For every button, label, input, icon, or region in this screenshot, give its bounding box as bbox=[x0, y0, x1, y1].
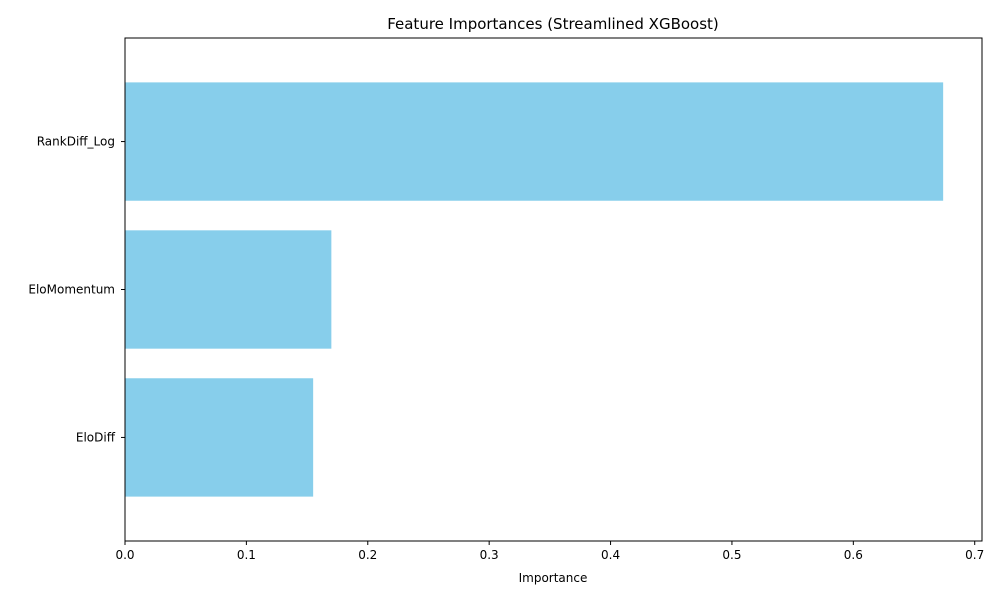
y-tick-label: RankDiff_Log bbox=[37, 135, 115, 149]
x-tick-label: 0.0 bbox=[115, 548, 134, 562]
plot-frame bbox=[124, 37, 983, 542]
y-axis: RankDiff_Log EloMomentum EloDiff bbox=[28, 135, 125, 444]
x-tick-label: 0.5 bbox=[722, 548, 741, 562]
x-tick-label: 0.4 bbox=[601, 548, 620, 562]
x-tick-label: 0.1 bbox=[237, 548, 256, 562]
x-axis-title: Importance bbox=[519, 571, 588, 585]
bars-layer bbox=[125, 82, 944, 497]
x-axis: 0.0 0.1 0.2 0.3 0.4 0.5 0.6 0.7 bbox=[115, 541, 984, 562]
y-tick-label: EloDiff bbox=[76, 430, 116, 444]
bar-elomomentum bbox=[125, 230, 332, 349]
x-tick-label: 0.6 bbox=[844, 548, 863, 562]
y-tick-label: EloMomentum bbox=[28, 283, 115, 297]
x-tick-label: 0.2 bbox=[358, 548, 377, 562]
bar-elodiff bbox=[125, 378, 314, 497]
x-tick-label: 0.3 bbox=[480, 548, 499, 562]
chart-title: Feature Importances (Streamlined XGBoost… bbox=[387, 15, 719, 33]
x-tick-label: 0.7 bbox=[965, 548, 984, 562]
bar-rankdiff-log bbox=[125, 82, 944, 201]
